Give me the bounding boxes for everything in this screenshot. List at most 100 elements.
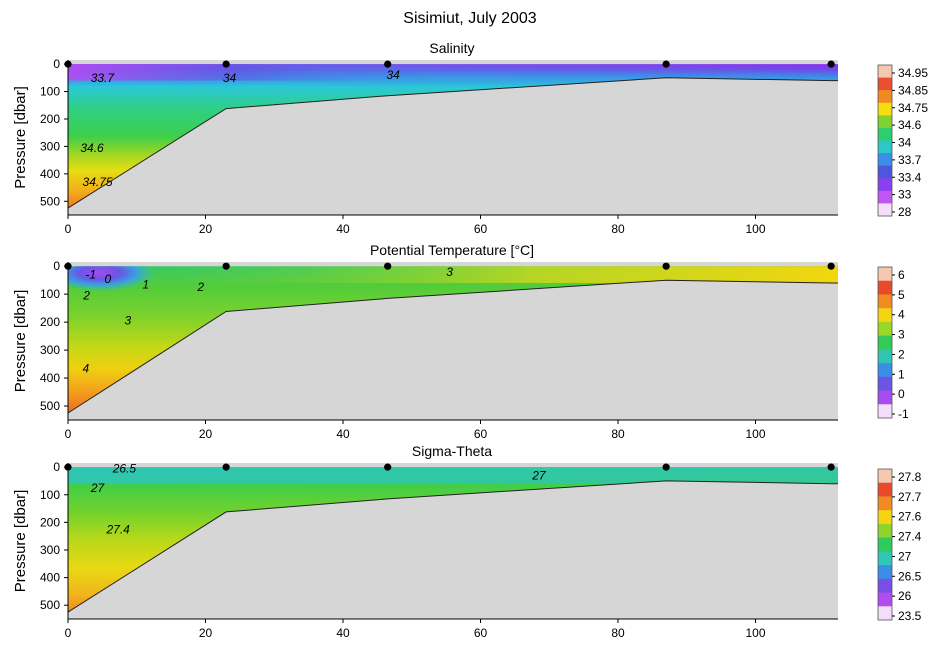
sigma-theta-colorbar-label: 27.8 (898, 470, 922, 484)
temperature-contour-label: 1 (142, 277, 149, 291)
salinity-colorbar-label: 34.95 (898, 66, 928, 80)
temperature-colorbar-swatch (878, 404, 892, 419)
temperature-colorbar-label: 1 (898, 367, 905, 381)
temperature-contour-label: 3 (124, 314, 131, 328)
temperature-contour-label: 4 (83, 361, 90, 375)
salinity-colorbar-frame (877, 64, 893, 217)
salinity-surface-layer (68, 64, 838, 81)
sigma-theta-y-tick-label: 500 (40, 598, 60, 612)
sigma-theta-colorbar-frame (877, 468, 893, 621)
sigma-theta-y-tick-label: 100 (40, 488, 60, 502)
salinity-colorbar-label: 33.7 (898, 153, 922, 167)
temperature-station-marker (222, 262, 230, 270)
sigma-theta-colorbar-swatch (878, 510, 892, 525)
salinity-y-axis-label: Pressure [dbar] (12, 86, 29, 189)
sigma-theta-colorbar-label: 27.4 (898, 530, 922, 544)
salinity-colorbar-swatch (878, 77, 892, 91)
sigma-theta-surface-layer (68, 467, 838, 484)
salinity-colorbar-swatch (878, 65, 892, 79)
temperature-colorbar-swatch (878, 308, 892, 323)
temperature-colorbar-frame (877, 266, 893, 419)
salinity-contour-label: 34.6 (80, 141, 104, 155)
salinity-x-tick-label: 100 (745, 222, 765, 236)
temperature-station-marker (662, 262, 670, 270)
temperature-x-tick-label: 60 (474, 427, 488, 441)
salinity-colorbar-label: 28 (898, 205, 912, 219)
salinity-x-tick-label: 0 (65, 222, 72, 236)
temperature-colorbar-swatch (878, 335, 892, 350)
temperature-colorbar-label: 3 (898, 328, 905, 342)
sigma-theta-panel-title: Sigma-Theta (412, 443, 492, 459)
temperature-colorbar-label: 4 (898, 308, 905, 322)
sigma-theta-y-axis-label: Pressure [dbar] (12, 490, 29, 593)
salinity-colorbar-swatch (878, 140, 892, 154)
temperature-y-tick-label: 300 (40, 343, 60, 357)
salinity-panel-title: Salinity (429, 40, 474, 56)
temperature-panel-title: Potential Temperature [°C] (370, 242, 534, 258)
temperature-x-tick-label: 40 (336, 427, 350, 441)
temperature-colorbar-swatch (878, 321, 892, 337)
salinity-colorbar-label: 34.75 (898, 101, 928, 115)
temperature-contour-label: 2 (196, 280, 204, 294)
sigma-theta-station-marker (384, 463, 392, 471)
salinity-station-marker (662, 60, 670, 68)
salinity-y-tick-label: 500 (40, 194, 60, 208)
sigma-theta-y-tick-label: 300 (40, 543, 60, 557)
temperature-colorbar-label: 2 (898, 347, 905, 361)
salinity-x-tick-label: 40 (336, 222, 350, 236)
sigma-theta-contour-label: 27 (90, 481, 106, 495)
salinity-bottom-profile (67, 77, 838, 209)
temperature-surface-layer (68, 266, 838, 283)
salinity-x-tick-label: 80 (611, 222, 625, 236)
salinity-colorbar-swatch (878, 153, 892, 167)
sigma-theta-contour-label: 27.4 (106, 522, 131, 536)
salinity-colorbar-label: 34.6 (898, 118, 922, 132)
salinity-colorbar-swatch (878, 115, 892, 129)
salinity-colorbar-label: 33 (898, 188, 912, 202)
sigma-theta-colorbar-label: 26.5 (898, 569, 922, 583)
temperature-contour-label: 2 (82, 289, 90, 303)
temperature-contour-label: -1 (85, 268, 96, 282)
sigma-theta-colorbar-swatch (878, 606, 892, 621)
salinity-contour-label: 34 (387, 68, 401, 82)
sigma-theta-colorbar-swatch (878, 551, 892, 566)
salinity-contour-label: 33.7 (91, 71, 116, 85)
salinity-colorbar-swatch (878, 90, 892, 104)
sigma-theta-station-marker (827, 463, 835, 471)
salinity-x-tick-label: 60 (474, 222, 488, 236)
sigma-theta-x-tick-label: 100 (745, 626, 765, 640)
salinity-contour-label: 34.75 (83, 175, 113, 189)
temperature-colorbar-swatch (878, 280, 892, 295)
temperature-y-tick-label: 400 (40, 371, 60, 385)
sigma-theta-colorbar-label: 27 (898, 549, 912, 563)
temperature-colorbar-label: 5 (898, 288, 905, 302)
temperature-x-tick-label: 20 (199, 427, 213, 441)
salinity-colorbar-swatch (878, 178, 892, 192)
temperature-x-tick-label: 100 (745, 427, 765, 441)
sigma-theta-x-tick-label: 0 (65, 626, 72, 640)
sigma-theta-colorbar-swatch (878, 496, 892, 511)
salinity-y-tick-label: 300 (40, 139, 60, 153)
salinity-y-tick-label: 400 (40, 167, 60, 181)
salinity-contour-label: 34 (223, 71, 237, 85)
sigma-theta-y-tick-label: 200 (40, 515, 60, 529)
sigma-theta-panel: Sigma-Theta 26.5 27 27 27.4 0 100 200 300 400 500 0… (12, 443, 922, 640)
sigma-theta-colorbar-swatch (878, 482, 892, 497)
sigma-theta-colorbar-label: 27.6 (898, 510, 922, 524)
temperature-colorbar-swatch (878, 349, 892, 364)
sigma-theta-contour-label: 26.5 (112, 462, 137, 476)
salinity-x-tick-label: 20 (199, 222, 213, 236)
sigma-theta-station-marker (662, 463, 670, 471)
salinity-colorbar-swatch (878, 102, 892, 116)
sigma-theta-x-tick-label: 60 (474, 626, 488, 640)
temperature-y-tick-label: 100 (40, 287, 60, 301)
temperature-colorbar-swatch (878, 376, 892, 392)
salinity-colorbar-swatch (878, 203, 892, 217)
figure-title: Sisimiut, July 2003 (403, 10, 536, 27)
sigma-theta-colorbar-label: 27.7 (898, 490, 922, 504)
temperature-contour-label: 3 (446, 265, 453, 279)
temperature-x-tick-label: 0 (65, 427, 72, 441)
sigma-theta-y-tick-label: 400 (40, 571, 60, 585)
sigma-theta-x-tick-label: 20 (199, 626, 213, 640)
